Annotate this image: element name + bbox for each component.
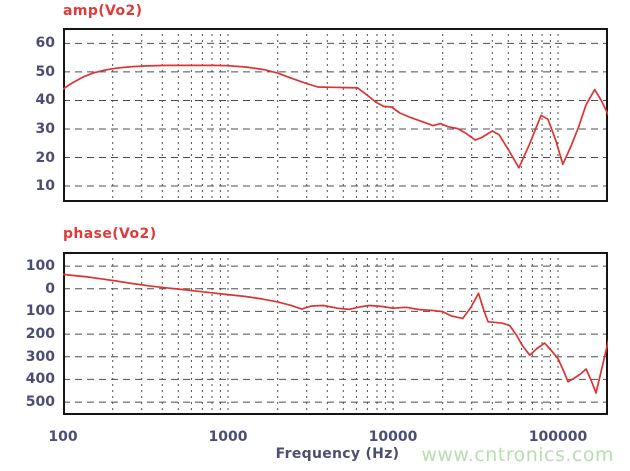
phase-y-tick-label: 100 [25,303,55,320]
x-tick-label: 10000 [368,429,418,445]
phase-y-tick-label: 200 [25,326,55,343]
phase-curve [63,273,608,394]
watermark-text: www.cntronics.com [421,444,614,466]
phase-y-tick-label: 300 [25,348,55,365]
amp-y-tick-label: 40 [35,92,55,109]
amp-y-tick-label: 50 [35,63,55,80]
x-tick-label: 100 [48,429,78,445]
plot-border [63,252,608,415]
phase-chart-title: phase(Vo2) [63,226,157,242]
amp-chart-title: amp(Vo2) [63,3,143,19]
phase-y-tick-label: 0 [45,280,55,297]
plot-border [63,28,608,202]
amp-y-tick-label: 10 [35,178,55,195]
x-tick-label: 100000 [528,429,588,445]
amp-plot-area [63,28,608,202]
amp-curve [63,64,608,169]
x-axis-title: Frequency (Hz) [275,446,400,462]
amp-y-tick-label: 30 [35,120,55,137]
amp-y-tick-label: 60 [35,35,55,52]
x-tick-label: 1000 [208,429,248,445]
phase-y-tick-label: 500 [25,394,55,411]
phase-y-tick-label: 100 [25,258,55,275]
phase-plot-area [63,252,608,415]
phase-y-tick-label: 400 [25,371,55,388]
amp-y-tick-label: 20 [35,149,55,166]
